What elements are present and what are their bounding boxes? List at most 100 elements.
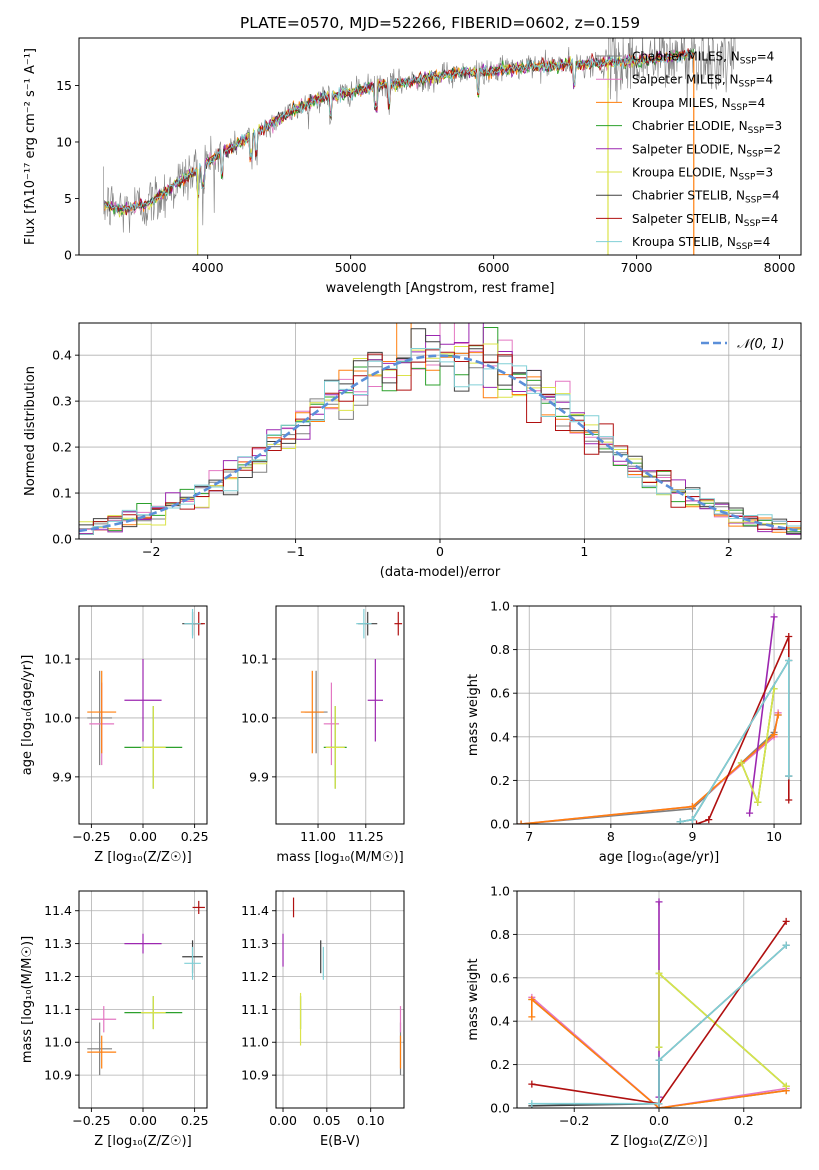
weight-marker	[655, 898, 663, 906]
weight-marker	[785, 796, 793, 804]
weight-marker	[655, 1043, 663, 1051]
weight-line	[680, 657, 790, 823]
y-tick-label: 0.2	[490, 773, 510, 788]
x-tick-label: 4000	[192, 260, 224, 275]
legend-label: Kroupa MILES, N	[632, 96, 731, 110]
weight-line	[521, 714, 779, 824]
error-point	[184, 946, 201, 980]
legend-suffix: =4	[755, 73, 773, 87]
weight-marker	[737, 759, 745, 767]
legend-entry: Salpeter STELIB, NSSP=4	[632, 212, 778, 229]
plot-area	[87, 900, 205, 1076]
legend-label: Chabrier MILES, N	[632, 50, 740, 64]
y-tick-label: 9.9	[249, 769, 269, 784]
weight-line	[531, 944, 787, 1105]
axes-frame	[78, 37, 802, 256]
y-tick-label: 0.3	[52, 394, 72, 409]
legend-suffix: =4	[761, 212, 779, 226]
x-tick-label: −2	[142, 544, 160, 559]
y-tick-label: 0.0	[52, 532, 72, 547]
legend-suffix: =4	[762, 189, 780, 203]
y-tick-label: 11.2	[44, 969, 72, 984]
legend-suffix: =3	[764, 119, 782, 133]
weight-marker	[785, 657, 793, 664]
plot-area	[528, 898, 790, 1108]
y-tick-label: 11.1	[241, 1002, 269, 1017]
y-axis-label: mass weight	[466, 958, 481, 1040]
y-tick-label: 10.9	[241, 1068, 269, 1083]
x-tick-label: 0.00	[269, 1113, 297, 1128]
legend-entry: Chabrier STELIB, NSSP=4	[632, 189, 780, 206]
legend-entry: Chabrier MILES, NSSP=4	[632, 50, 774, 67]
spectrum-model-line	[104, 49, 695, 213]
spectrum-model-line	[104, 49, 695, 213]
y-tick-label: 10.9	[44, 1068, 72, 1083]
y-tick-label: 1.0	[490, 884, 510, 899]
weight-line	[748, 616, 775, 814]
x-tick-label: 0.0	[649, 1113, 669, 1128]
legend-entry: Salpeter ELODIE, NSSP=2	[632, 142, 781, 159]
x-tick-label: 6000	[478, 260, 510, 275]
y-tick-label: 11.2	[241, 969, 269, 984]
weight-marker	[517, 820, 525, 824]
legend-entry: Chabrier ELODIE, NSSP=3	[632, 119, 782, 136]
y-tick-label: 11.0	[44, 1035, 72, 1050]
y-tick-label: 11.0	[241, 1035, 269, 1050]
weight-marker	[754, 798, 762, 806]
weight-marker	[782, 941, 790, 949]
panel-mass_vs_ebv: 0.00 0.05 0.10 10.9 11.0 11.1 11.2 11.3 11.4 E(B-…	[241, 890, 405, 1149]
x-tick-label: −0.2	[559, 1113, 589, 1128]
error-point	[192, 900, 205, 915]
y-tick-label: 11.3	[241, 936, 269, 951]
y-tick-label: 11.4	[241, 903, 269, 918]
spectrum-model-line	[104, 50, 695, 212]
x-tick-label: 0.25	[181, 1113, 209, 1128]
y-tick-label: 10.0	[44, 710, 72, 725]
x-tick-label: 0.00	[129, 1113, 157, 1128]
weight-marker	[782, 917, 790, 925]
x-axis-label: E(B-V)	[320, 1134, 360, 1149]
weight-marker	[655, 969, 663, 977]
plot-area	[87, 608, 205, 789]
error-point	[87, 1022, 113, 1076]
weight-marker	[688, 816, 696, 824]
legend-label: Chabrier ELODIE, N	[632, 119, 748, 133]
x-tick-label: 11.25	[348, 829, 384, 844]
error-point	[325, 706, 345, 789]
x-tick-label: 7	[525, 829, 533, 844]
legend-suffix: =4	[748, 96, 766, 110]
legend-label: Kroupa STELIB, N	[632, 235, 736, 249]
x-tick-label: 10	[766, 829, 782, 844]
legend-suffix: =4	[753, 235, 771, 249]
legend-sub: SSP	[736, 242, 753, 252]
weight-marker	[785, 772, 793, 780]
y-tick-label: 0	[64, 248, 72, 263]
plot-area	[300, 608, 403, 789]
x-tick-label: 0.00	[129, 829, 157, 844]
weight-line	[521, 714, 779, 824]
y-tick-label: 9.9	[52, 769, 72, 784]
panel-age_vs_mass: 11.00 11.25 9.9 10.0 10.1 mass [log₁₀(M/M☉)]	[241, 605, 405, 865]
error-point	[140, 706, 166, 789]
error-point	[140, 996, 166, 1030]
plot-area	[517, 613, 793, 824]
y-tick-label: 10.1	[241, 652, 269, 667]
y-tick-label: 0.8	[490, 642, 510, 657]
weight-marker	[785, 633, 793, 641]
legend-sub: SSP	[745, 196, 762, 206]
x-tick-label: 8	[607, 829, 615, 844]
y-tick-label: 0.2	[490, 1057, 510, 1072]
error-point	[124, 933, 162, 954]
x-tick-label: 0.05	[313, 1113, 341, 1128]
spectrum-model-line	[104, 50, 695, 219]
y-tick-label: 0.4	[490, 729, 510, 744]
weight-line	[658, 971, 787, 1087]
weight-line	[531, 997, 787, 1108]
weight-marker	[676, 818, 684, 824]
x-tick-label: 11.00	[300, 829, 336, 844]
legend-entry: Salpeter MILES, NSSP=4	[632, 73, 773, 90]
error-point	[367, 659, 383, 742]
axes-frame	[516, 605, 802, 825]
weight-marker	[693, 820, 701, 824]
